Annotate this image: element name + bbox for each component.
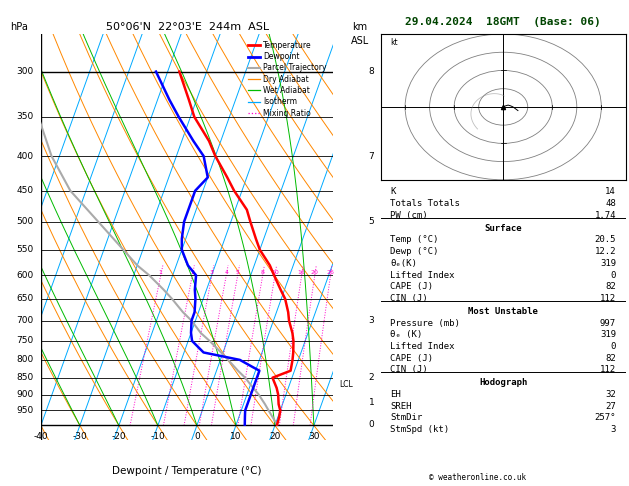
Text: km: km — [352, 21, 367, 32]
Text: 12.2: 12.2 — [594, 247, 616, 256]
Text: 2: 2 — [191, 270, 194, 276]
Text: 32: 32 — [605, 390, 616, 399]
Text: 450: 450 — [16, 186, 33, 195]
Text: Lifted Index: Lifted Index — [391, 342, 455, 351]
Text: Most Unstable: Most Unstable — [468, 307, 538, 316]
Text: 5: 5 — [236, 270, 240, 276]
Text: 400: 400 — [16, 152, 33, 161]
Text: Totals Totals: Totals Totals — [391, 199, 460, 208]
Text: 26: 26 — [326, 270, 335, 276]
Text: CAPE (J): CAPE (J) — [391, 282, 433, 291]
Text: 800: 800 — [16, 355, 33, 364]
Text: 1.74: 1.74 — [594, 211, 616, 220]
Text: EH: EH — [391, 390, 401, 399]
Text: ASL: ASL — [350, 36, 369, 46]
Text: 16: 16 — [298, 270, 306, 276]
Text: 82: 82 — [605, 282, 616, 291]
Text: 700: 700 — [16, 316, 33, 325]
Text: 14: 14 — [605, 188, 616, 196]
Text: StmSpd (kt): StmSpd (kt) — [391, 425, 450, 434]
Text: Pressure (mb): Pressure (mb) — [391, 318, 460, 328]
Text: 850: 850 — [16, 373, 33, 382]
Text: Temp (°C): Temp (°C) — [391, 235, 439, 244]
Text: 350: 350 — [16, 112, 33, 122]
Text: 4: 4 — [225, 270, 228, 276]
Text: PW (cm): PW (cm) — [391, 211, 428, 220]
Text: 8: 8 — [261, 270, 265, 276]
Text: 29.04.2024  18GMT  (Base: 06): 29.04.2024 18GMT (Base: 06) — [405, 17, 601, 27]
Text: 0: 0 — [611, 342, 616, 351]
Text: CAPE (J): CAPE (J) — [391, 354, 433, 363]
Text: 750: 750 — [16, 336, 33, 346]
Text: StmDir: StmDir — [391, 414, 423, 422]
Text: θₑ (K): θₑ (K) — [391, 330, 423, 339]
Text: 10: 10 — [271, 270, 279, 276]
Text: 20: 20 — [269, 432, 281, 441]
Text: kt: kt — [391, 38, 398, 47]
Text: 0: 0 — [369, 420, 374, 429]
Text: 48: 48 — [605, 199, 616, 208]
Text: 8: 8 — [369, 67, 374, 76]
Text: 257°: 257° — [594, 414, 616, 422]
Text: Dewp (°C): Dewp (°C) — [391, 247, 439, 256]
Text: -30: -30 — [72, 432, 87, 441]
Text: 20: 20 — [311, 270, 319, 276]
Text: 112: 112 — [600, 365, 616, 374]
Text: 5: 5 — [369, 217, 374, 226]
Text: 2: 2 — [369, 373, 374, 382]
Text: 7: 7 — [369, 152, 374, 161]
Text: 3: 3 — [210, 270, 214, 276]
Text: 1: 1 — [159, 270, 163, 276]
Text: 300: 300 — [16, 67, 33, 76]
Text: θₑ(K): θₑ(K) — [391, 259, 417, 268]
Text: 3: 3 — [369, 316, 374, 325]
Text: 319: 319 — [600, 330, 616, 339]
Text: Surface: Surface — [484, 224, 522, 233]
Text: SREH: SREH — [391, 401, 412, 411]
Text: 30: 30 — [308, 432, 320, 441]
Text: LCL: LCL — [339, 380, 353, 389]
Text: 0: 0 — [611, 271, 616, 279]
Text: -20: -20 — [111, 432, 126, 441]
Text: -40: -40 — [33, 432, 48, 441]
Text: CIN (J): CIN (J) — [391, 365, 428, 374]
Text: 3: 3 — [611, 425, 616, 434]
Text: 10: 10 — [230, 432, 242, 441]
Text: 950: 950 — [16, 406, 33, 415]
Text: 550: 550 — [16, 245, 33, 254]
Text: 900: 900 — [16, 390, 33, 399]
Text: 997: 997 — [600, 318, 616, 328]
Text: 319: 319 — [600, 259, 616, 268]
Text: 82: 82 — [605, 354, 616, 363]
Text: K: K — [391, 188, 396, 196]
Text: CIN (J): CIN (J) — [391, 294, 428, 303]
Text: 20.5: 20.5 — [594, 235, 616, 244]
Text: 600: 600 — [16, 271, 33, 280]
Legend: Temperature, Dewpoint, Parcel Trajectory, Dry Adiabat, Wet Adiabat, Isotherm, Mi: Temperature, Dewpoint, Parcel Trajectory… — [245, 38, 330, 121]
Text: 500: 500 — [16, 217, 33, 226]
Text: 650: 650 — [16, 295, 33, 303]
Text: 27: 27 — [605, 401, 616, 411]
Text: -10: -10 — [150, 432, 165, 441]
Text: 1: 1 — [369, 398, 374, 407]
Title: 50°06'N  22°03'E  244m  ASL: 50°06'N 22°03'E 244m ASL — [106, 22, 269, 32]
Text: Lifted Index: Lifted Index — [391, 271, 455, 279]
Text: Dewpoint / Temperature (°C): Dewpoint / Temperature (°C) — [113, 466, 262, 476]
Text: © weatheronline.co.uk: © weatheronline.co.uk — [430, 473, 526, 482]
Text: 0: 0 — [194, 432, 200, 441]
Text: Hodograph: Hodograph — [479, 378, 527, 387]
Text: 112: 112 — [600, 294, 616, 303]
Text: hPa: hPa — [11, 21, 28, 32]
